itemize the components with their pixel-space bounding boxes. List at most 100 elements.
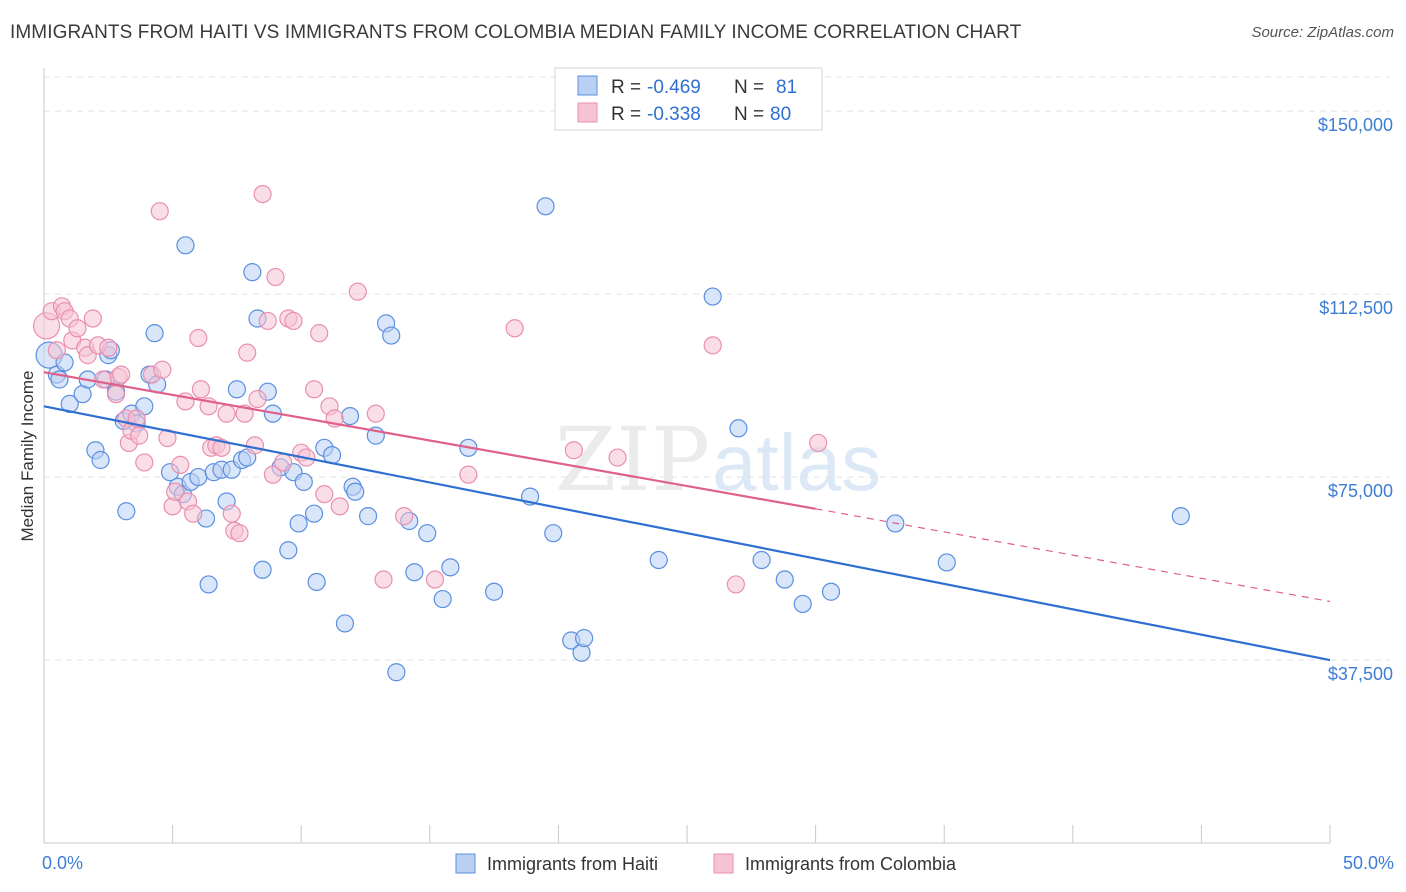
colombia-point xyxy=(564,441,583,460)
haiti-point xyxy=(335,614,355,633)
haiti-point xyxy=(649,550,668,570)
haiti-trend-line xyxy=(43,405,1331,662)
colombia-point xyxy=(348,282,367,301)
y-tick-label: $75,000 xyxy=(1328,481,1393,501)
colombia-point xyxy=(130,426,149,445)
haiti-point xyxy=(346,482,365,501)
haiti-point xyxy=(294,472,313,492)
colombia-point xyxy=(212,438,231,457)
haiti-point xyxy=(433,589,452,609)
colombia-point xyxy=(310,324,329,343)
haiti-r-label: R = xyxy=(611,77,641,98)
colombia-point xyxy=(191,380,210,399)
haiti-point xyxy=(279,541,298,560)
haiti-n-value: 81 xyxy=(776,77,797,98)
haiti-point xyxy=(485,582,504,601)
colombia-point xyxy=(809,433,828,453)
haiti-point xyxy=(289,514,308,533)
watermark: ZIP atlas xyxy=(555,408,881,511)
colombia-point xyxy=(68,319,87,338)
haiti-point xyxy=(418,524,437,543)
haiti-point xyxy=(405,563,424,582)
colombia-point xyxy=(83,309,102,328)
stats-legend: R = -0.469 N = 81 R = -0.338 N = 80 xyxy=(554,67,823,131)
haiti-point xyxy=(1171,507,1190,526)
colombia-trend-line xyxy=(43,371,816,510)
haiti-point xyxy=(575,628,594,648)
haiti-point xyxy=(176,236,195,255)
haiti-point xyxy=(227,380,246,399)
y-tick-label: $150,000 xyxy=(1318,115,1393,135)
haiti-swatch xyxy=(577,75,598,96)
stats-legend-box xyxy=(554,67,823,131)
haiti-point xyxy=(340,406,360,426)
haiti-point xyxy=(937,553,956,572)
haiti-n-label: N = xyxy=(734,77,764,98)
colombia-point xyxy=(158,428,177,448)
colombia-point xyxy=(166,482,185,501)
chart-title: IMMIGRANTS FROM HAITI VS IMMIGRANTS FROM… xyxy=(10,22,1022,43)
colombia-point xyxy=(238,343,257,362)
y-axis-tick-labels: $37,500 $75,000 $112,500 $150,000 xyxy=(1318,115,1393,684)
colombia-point xyxy=(106,385,126,404)
colombia-point xyxy=(703,336,722,355)
x-axis-ticks xyxy=(43,825,1331,843)
haiti-point xyxy=(729,419,748,438)
y-tick-label: $112,500 xyxy=(1319,298,1393,318)
haiti-points xyxy=(35,197,1190,682)
colombia-n-label: N = xyxy=(734,104,764,125)
colombia-point xyxy=(112,365,131,384)
haiti-point xyxy=(253,560,272,579)
haiti-point xyxy=(441,558,460,577)
haiti-point xyxy=(243,263,262,282)
colombia-point xyxy=(726,575,745,594)
haiti-point xyxy=(536,197,555,216)
source-label: Source: ZipAtlas.com xyxy=(1251,24,1394,41)
colombia-point xyxy=(258,311,277,331)
colombia-point xyxy=(245,436,265,455)
colombia-point xyxy=(374,570,393,589)
colombia-point xyxy=(608,448,627,467)
colombia-swatch xyxy=(577,102,598,123)
y-tick-label: $37,500 xyxy=(1328,664,1393,684)
haiti-point xyxy=(387,663,406,682)
haiti-point xyxy=(775,570,794,589)
colombia-point xyxy=(99,338,118,357)
colombia-point xyxy=(171,455,190,474)
colombia-point xyxy=(304,380,324,399)
colombia-r-value: -0.338 xyxy=(647,104,701,125)
haiti-point xyxy=(307,572,326,592)
haiti-point xyxy=(752,550,771,570)
trend-lines xyxy=(43,371,1331,662)
colombia-point xyxy=(284,311,303,331)
colombia-point xyxy=(217,404,236,423)
colombia-point xyxy=(266,267,285,287)
colombia-point xyxy=(248,389,267,409)
legend-colombia-swatch xyxy=(713,853,734,874)
haiti-point xyxy=(358,507,378,526)
haiti-point xyxy=(189,467,208,487)
colombia-point xyxy=(366,404,385,423)
watermark-zip: ZIP xyxy=(555,408,710,511)
haiti-point xyxy=(382,326,401,345)
haiti-point xyxy=(793,594,812,614)
colombia-point xyxy=(394,507,414,526)
colombia-point xyxy=(459,465,478,484)
legend-colombia-label: Immigrants from Colombia xyxy=(745,854,957,874)
legend-haiti-swatch xyxy=(455,853,476,874)
colombia-point xyxy=(330,497,349,516)
colombia-point xyxy=(189,328,208,348)
colombia-points xyxy=(32,184,828,594)
colombia-point xyxy=(94,370,113,389)
colombia-point xyxy=(135,453,154,472)
legend-haiti-label: Immigrants from Haiti xyxy=(487,854,658,874)
haiti-r-value: -0.469 xyxy=(647,77,701,98)
haiti-point xyxy=(821,582,841,601)
haiti-point xyxy=(304,504,324,523)
colombia-n-value: 80 xyxy=(770,104,791,125)
x-tick-label-max: 50.0% xyxy=(1343,853,1394,873)
colombia-point xyxy=(315,485,334,504)
haiti-point xyxy=(199,575,218,594)
gridlines xyxy=(44,76,1390,661)
